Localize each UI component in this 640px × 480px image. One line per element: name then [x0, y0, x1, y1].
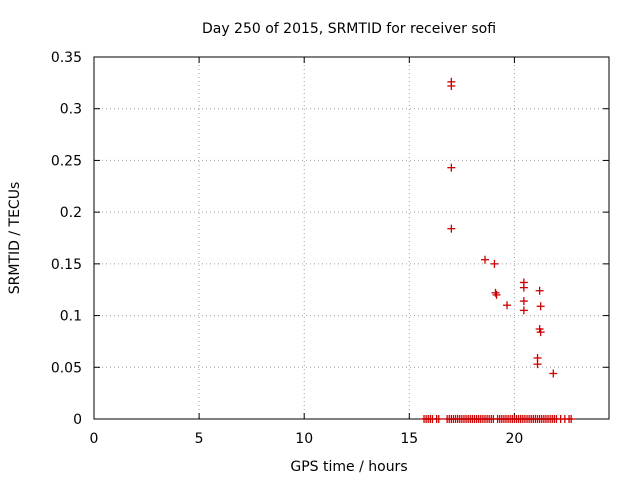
data-point-zero [567, 415, 576, 423]
chart-title: Day 250 of 2015, SRMTID for receiver sof… [202, 21, 496, 37]
axes [93, 56, 610, 420]
data-point [447, 224, 456, 233]
y-tick-label: 0.15 [51, 257, 82, 273]
y-tick-label: 0.3 [60, 102, 82, 118]
y-tick-label: 0 [73, 412, 82, 428]
data-point [491, 288, 500, 297]
data-point [549, 369, 558, 378]
x-tick-label: 5 [195, 431, 204, 447]
data-point [490, 259, 499, 268]
data-point [536, 302, 545, 311]
data-points [420, 77, 576, 423]
y-tick-label: 0.05 [51, 360, 82, 376]
x-tick-label: 15 [400, 431, 418, 447]
data-point [536, 328, 545, 337]
data-point [535, 286, 544, 295]
data-point [480, 255, 489, 264]
data-point [533, 360, 542, 369]
data-point [492, 290, 501, 299]
data-point-zero [434, 415, 443, 423]
data-point [519, 297, 528, 306]
data-point [519, 306, 528, 315]
y-axis-label: SRMTID / TECUs [7, 182, 23, 295]
grid-lines [94, 57, 609, 419]
y-tick-label: 0.35 [51, 50, 82, 66]
x-tick-label: 0 [90, 431, 99, 447]
plot-frame [93, 56, 610, 420]
x-tick-label: 10 [295, 431, 313, 447]
data-point [519, 283, 528, 292]
y-tick-label: 0.1 [60, 309, 82, 325]
x-tick-label: 20 [505, 431, 523, 447]
data-point [503, 301, 512, 310]
data-point [447, 81, 456, 90]
x-axis-label: GPS time / hours [290, 459, 407, 475]
y-tick-label: 0.25 [51, 153, 82, 169]
y-tick-label: 0.2 [60, 205, 82, 221]
tick-labels: 0 5 10 15 20 0 0.05 0.1 0.15 0.2 0.25 0.3 0.35 [51, 50, 523, 447]
data-point [447, 163, 456, 172]
